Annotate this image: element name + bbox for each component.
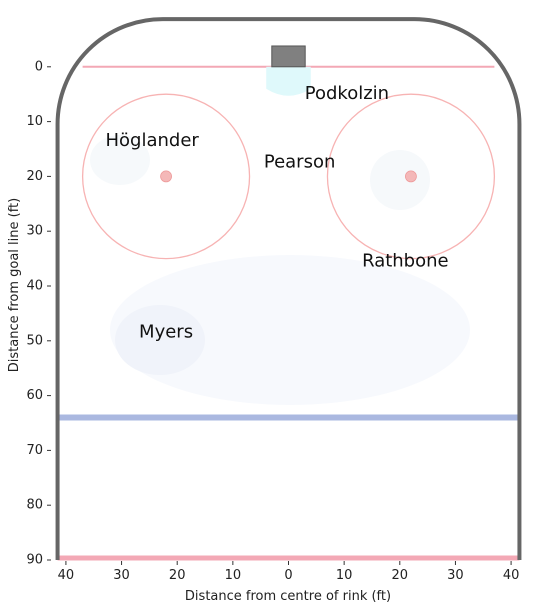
x-tick-label: 40 [58,568,75,583]
x-tick-label: 10 [225,568,242,583]
y-axis-label: Distance from goal line (ft) [7,198,22,372]
faceoff-circle [326,93,496,260]
faceoff-circle [81,93,251,260]
goal-crease [266,66,311,96]
x-tick-label: 0 [284,568,292,583]
heat-blob [110,255,470,405]
x-tick-label: 10 [336,568,353,583]
axes: 40 30 20 10 0 10 20 30 40 0 10 20 30 40 50 60 70 80 90 [26,59,519,583]
y-tick-label: 80 [26,498,43,513]
rink [55,17,522,561]
y-tick-label: 10 [26,114,43,129]
faceoff-dot [405,170,417,183]
x-tick-label: 20 [169,568,186,583]
player-label: Pearson [264,152,336,173]
y-tick-label: 30 [26,224,43,239]
faceoff-dot [160,170,172,183]
y-tick-label: 70 [26,443,43,458]
rink-boards [55,17,522,560]
player-label: Myers [139,322,193,343]
heat-blob [370,150,430,210]
x-axis-label: Distance from centre of rink (ft) [185,589,391,604]
heat-layer [90,135,470,405]
player-labels: Podkolzin Höglander Pearson Rathbone Myers [106,83,449,342]
y-tick-label: 40 [26,279,43,294]
x-tick-label: 20 [392,568,409,583]
goal-net [271,45,306,68]
x-tick-label: 40 [503,568,520,583]
y-tick-label: 20 [26,169,43,184]
x-tick-label: 30 [113,568,130,583]
player-label: Rathbone [362,250,449,271]
heat-blob [115,305,205,375]
y-tick-label: 0 [35,59,43,74]
y-tick-label: 60 [26,388,43,403]
x-tick-label: 30 [447,568,464,583]
player-label: Podkolzin [305,83,389,104]
y-tick-label: 50 [26,333,43,348]
y-tick-label: 90 [26,553,43,568]
player-label: Höglander [106,130,200,151]
heat-blob [90,135,150,185]
